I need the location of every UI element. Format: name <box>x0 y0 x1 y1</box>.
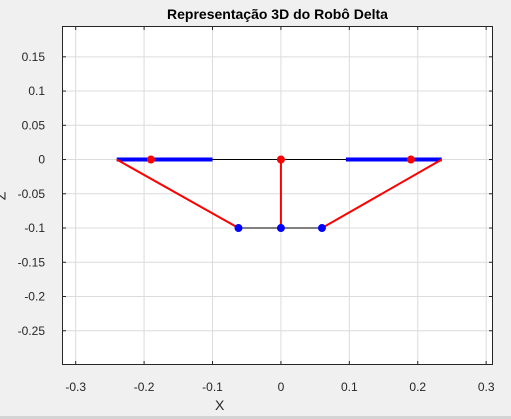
axes-box <box>62 26 493 365</box>
y-tick-label: 0.1 <box>28 84 45 98</box>
point-layer <box>146 155 415 233</box>
x-tick-label: 0.1 <box>341 380 358 394</box>
tick-layer: -0.3 -0.2 -0.1 0 0.1 0.2 0.3 0.15 0.1 0.05 0 -0.05 -… <box>18 26 495 394</box>
x-tick-label: -0.2 <box>134 380 155 394</box>
y-tick-label: -0.05 <box>18 187 46 201</box>
y-tick-label: 0.15 <box>22 50 46 64</box>
series-layer <box>116 157 443 229</box>
window-bottom-edge <box>0 416 511 419</box>
x-tick-label: -0.3 <box>65 380 86 394</box>
y-tick-label: -0.25 <box>18 324 46 338</box>
grid-layer <box>62 26 493 365</box>
x-tick-label: 0.2 <box>409 380 426 394</box>
point-effector-left <box>234 224 243 233</box>
y-axis-label: Z <box>0 192 8 201</box>
x-axis-label: X <box>215 397 225 413</box>
point-joint-right <box>406 155 415 164</box>
x-tick-label: -0.1 <box>202 380 223 394</box>
point-effector-right <box>317 224 326 233</box>
point-joint-left <box>146 155 155 164</box>
y-tick-label: 0 <box>38 153 45 167</box>
point-effector-center <box>276 224 285 233</box>
x-tick-label: 0.3 <box>478 380 495 394</box>
y-tick-label: -0.1 <box>24 221 45 235</box>
y-tick-label: -0.15 <box>18 255 46 269</box>
y-tick-label: -0.2 <box>24 290 45 304</box>
series-arm-right <box>321 158 443 229</box>
point-joint-center <box>276 155 285 164</box>
x-tick-label: 0 <box>278 380 285 394</box>
plot-area <box>62 26 493 365</box>
chart-title: Representação 3D do Robô Delta <box>167 6 388 22</box>
series-arm-left <box>116 158 239 229</box>
y-tick-label: 0.05 <box>22 118 46 132</box>
